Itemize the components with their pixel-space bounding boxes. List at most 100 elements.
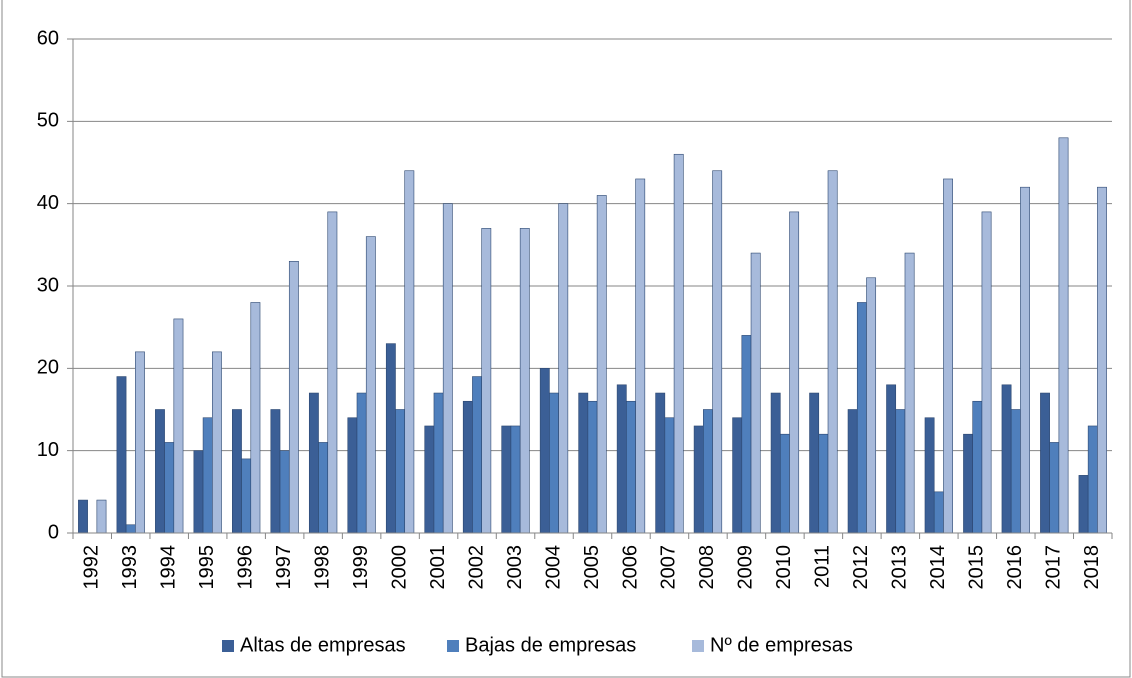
bar [125, 524, 136, 534]
bar [981, 211, 992, 534]
bar [1001, 384, 1012, 534]
y-tick-label: 10 [37, 439, 59, 461]
bar [895, 409, 906, 534]
bar [866, 277, 877, 534]
bar [241, 458, 252, 534]
bar [635, 178, 646, 534]
bar [96, 499, 107, 534]
bar [578, 392, 589, 534]
bar [193, 450, 204, 534]
bar [356, 392, 367, 534]
bar [116, 376, 127, 534]
bar [886, 384, 897, 534]
x-tick-label: 1995 [196, 545, 218, 590]
x-tick-label: 2005 [581, 545, 603, 590]
bar [173, 318, 184, 534]
bar [279, 450, 290, 534]
bar [288, 260, 299, 534]
bar [232, 409, 242, 534]
bar [404, 170, 415, 534]
bar [202, 417, 213, 534]
bar [943, 178, 953, 534]
y-tick-label: 30 [37, 274, 59, 296]
x-tick-label: 2012 [850, 545, 872, 590]
x-tick-label: 2006 [619, 545, 641, 590]
bar [847, 409, 858, 534]
bar [972, 400, 983, 534]
bar [741, 335, 752, 534]
bar [549, 392, 559, 534]
y-tick-label: 0 [48, 521, 59, 543]
bar [770, 392, 781, 534]
bar [1040, 392, 1050, 534]
bar [347, 417, 358, 534]
bar [750, 252, 761, 534]
bar [481, 228, 492, 534]
bar [539, 368, 550, 534]
x-tick-label: 1999 [350, 545, 372, 590]
bar [1010, 409, 1021, 534]
x-tick-label: 1996 [234, 545, 256, 590]
bar [616, 384, 627, 534]
bar [510, 425, 521, 534]
legend-swatch [222, 640, 234, 652]
x-tick-label: 2018 [1081, 545, 1103, 590]
bar [519, 228, 530, 534]
bar [1087, 425, 1098, 534]
bar [365, 236, 376, 534]
bar [1049, 442, 1060, 534]
bar [472, 376, 482, 534]
bar [424, 425, 435, 534]
y-tick-label: 50 [37, 110, 59, 132]
bar [558, 203, 569, 534]
x-tick-label: 1992 [81, 545, 103, 590]
bar [385, 343, 396, 534]
bar [856, 302, 867, 534]
bar [587, 400, 598, 534]
bar [78, 499, 88, 534]
bar [924, 417, 935, 534]
legend-label: Nº de empresas [710, 634, 853, 656]
x-tick-label: 2002 [465, 545, 487, 590]
bar [250, 302, 261, 534]
x-tick-label: 2007 [658, 545, 680, 590]
x-tick-label: 2004 [542, 545, 564, 590]
bar [809, 392, 820, 534]
bar [155, 409, 165, 534]
bar [1097, 186, 1107, 534]
x-tick-label: 2016 [1004, 545, 1026, 590]
bar [655, 392, 666, 534]
x-tick-label: 1994 [157, 545, 179, 590]
legend-swatch [447, 640, 459, 652]
bar [693, 425, 704, 534]
bar [395, 409, 406, 534]
bar [904, 252, 915, 534]
bar [933, 491, 944, 534]
bar [1078, 475, 1089, 534]
x-tick-label: 2011 [812, 545, 834, 588]
x-tick-label: 1998 [311, 545, 333, 590]
legend-label: Bajas de empresas [465, 634, 636, 656]
x-tick-label: 2000 [388, 545, 410, 590]
x-tick-label: 2010 [773, 545, 795, 590]
bar [270, 409, 281, 534]
bar [673, 153, 684, 534]
bar [164, 442, 175, 534]
x-tick-label: 2014 [927, 545, 949, 590]
bar [501, 425, 512, 534]
x-tick-label: 2008 [696, 545, 718, 590]
bar [308, 392, 319, 534]
bar [818, 433, 829, 534]
legend-label: Altas de empresas [240, 634, 406, 656]
bar [212, 351, 222, 534]
x-tick-label: 2015 [966, 545, 988, 590]
bar [626, 400, 636, 534]
bar [703, 409, 713, 534]
x-tick-label: 1993 [119, 545, 141, 590]
bar [318, 442, 329, 534]
y-tick-label: 60 [37, 27, 59, 49]
x-tick-label: 2001 [427, 545, 449, 590]
bar [1058, 137, 1069, 534]
x-tick-label: 2009 [735, 545, 757, 590]
